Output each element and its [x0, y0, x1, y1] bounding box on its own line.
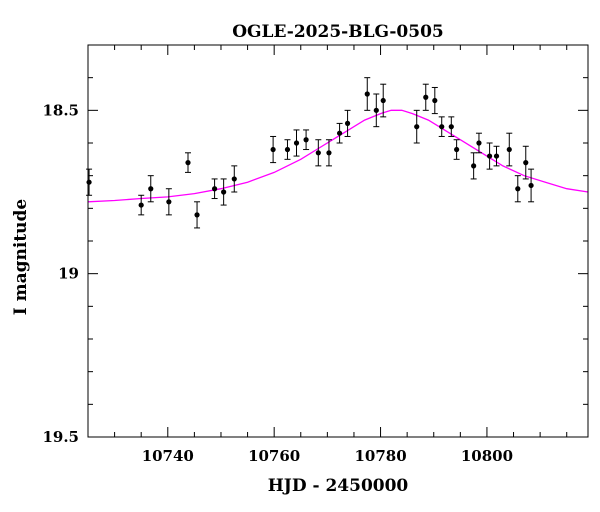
- data-point: [448, 124, 454, 130]
- data-point: [423, 94, 429, 100]
- data-point: [221, 189, 227, 195]
- data-point: [528, 182, 534, 189]
- data-point: [211, 186, 218, 192]
- data-point: [326, 150, 332, 156]
- data-point: [414, 124, 420, 130]
- data-point: [380, 97, 386, 104]
- data-point: [231, 176, 237, 182]
- model-curve: [87, 109, 589, 203]
- data-point: [373, 107, 379, 113]
- data-point: [454, 146, 460, 153]
- data-point: [194, 212, 200, 218]
- data-point: [486, 153, 493, 159]
- data-point: [315, 150, 321, 156]
- data-point: [432, 97, 438, 104]
- data-point: [86, 179, 92, 185]
- data-point: [166, 199, 172, 205]
- x-tick-label: 10760: [248, 447, 300, 465]
- data-point: [270, 146, 276, 153]
- data-point: [284, 146, 291, 153]
- data-point: [471, 163, 477, 169]
- y-tick-label: 18.5: [42, 101, 79, 119]
- data-point: [185, 160, 191, 166]
- model-curve-layer: [87, 109, 589, 203]
- x-tick-label: 10780: [354, 447, 406, 465]
- y-tick-label: 19: [58, 265, 79, 283]
- data-point: [364, 91, 370, 97]
- data-point: [293, 140, 300, 146]
- plot-frame: [87, 44, 589, 438]
- data-point: [148, 186, 154, 192]
- data-point: [476, 140, 482, 146]
- data-point: [303, 137, 309, 143]
- chart-title: OGLE-2025-BLG-0505: [232, 22, 444, 42]
- x-axis-label: HJD - 2450000: [267, 476, 409, 496]
- axes-layer: 10740 10760 10780 10800 18.5 19 19.5: [42, 44, 589, 465]
- data-point: [344, 120, 351, 126]
- data-point: [506, 146, 512, 153]
- data-point: [523, 160, 529, 166]
- x-tick-label: 10800: [461, 447, 513, 465]
- data-point: [493, 153, 500, 159]
- data-point: [439, 124, 445, 130]
- data-points-layer: [86, 77, 535, 229]
- data-point: [515, 186, 521, 192]
- data-point: [336, 130, 343, 136]
- y-tick-label: 19.5: [42, 428, 79, 446]
- x-tick-label: 10740: [142, 447, 194, 465]
- data-point: [138, 202, 144, 208]
